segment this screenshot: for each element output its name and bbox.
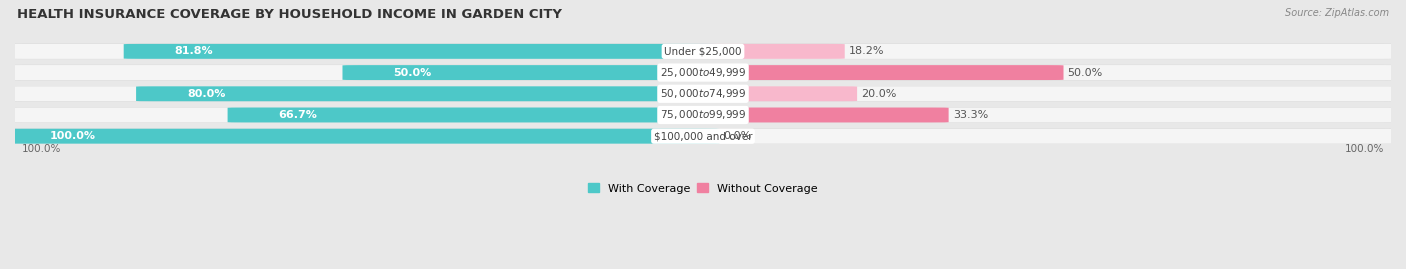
FancyBboxPatch shape [686, 86, 858, 101]
Text: $50,000 to $74,999: $50,000 to $74,999 [659, 87, 747, 100]
FancyBboxPatch shape [1, 65, 1405, 80]
Text: 100.0%: 100.0% [1344, 144, 1384, 154]
Text: 66.7%: 66.7% [278, 110, 318, 120]
FancyBboxPatch shape [343, 65, 720, 80]
Text: $25,000 to $49,999: $25,000 to $49,999 [659, 66, 747, 79]
FancyBboxPatch shape [136, 86, 720, 101]
Legend: With Coverage, Without Coverage: With Coverage, Without Coverage [588, 183, 818, 194]
Text: 81.8%: 81.8% [174, 46, 214, 56]
Text: Source: ZipAtlas.com: Source: ZipAtlas.com [1285, 8, 1389, 18]
FancyBboxPatch shape [1, 44, 1405, 59]
FancyBboxPatch shape [686, 108, 949, 122]
Text: Under $25,000: Under $25,000 [664, 46, 742, 56]
FancyBboxPatch shape [228, 108, 720, 122]
Text: 100.0%: 100.0% [22, 144, 62, 154]
Text: HEALTH INSURANCE COVERAGE BY HOUSEHOLD INCOME IN GARDEN CITY: HEALTH INSURANCE COVERAGE BY HOUSEHOLD I… [17, 8, 562, 21]
Text: 100.0%: 100.0% [49, 131, 96, 141]
Text: 33.3%: 33.3% [953, 110, 988, 120]
FancyBboxPatch shape [1, 107, 1405, 122]
FancyBboxPatch shape [1, 86, 1405, 101]
Text: $100,000 and over: $100,000 and over [654, 131, 752, 141]
Text: 80.0%: 80.0% [187, 89, 225, 99]
FancyBboxPatch shape [1, 65, 1405, 80]
FancyBboxPatch shape [1, 107, 1405, 123]
FancyBboxPatch shape [0, 129, 720, 144]
FancyBboxPatch shape [686, 44, 845, 59]
Text: 50.0%: 50.0% [394, 68, 432, 77]
Text: 18.2%: 18.2% [849, 46, 884, 56]
Text: 20.0%: 20.0% [862, 89, 897, 99]
FancyBboxPatch shape [1, 129, 1405, 144]
FancyBboxPatch shape [686, 65, 1063, 80]
FancyBboxPatch shape [1, 86, 1405, 101]
Text: $75,000 to $99,999: $75,000 to $99,999 [659, 108, 747, 122]
Text: 0.0%: 0.0% [724, 131, 752, 141]
FancyBboxPatch shape [124, 44, 720, 59]
Text: 50.0%: 50.0% [1067, 68, 1102, 77]
FancyBboxPatch shape [1, 44, 1405, 59]
FancyBboxPatch shape [1, 129, 1405, 144]
